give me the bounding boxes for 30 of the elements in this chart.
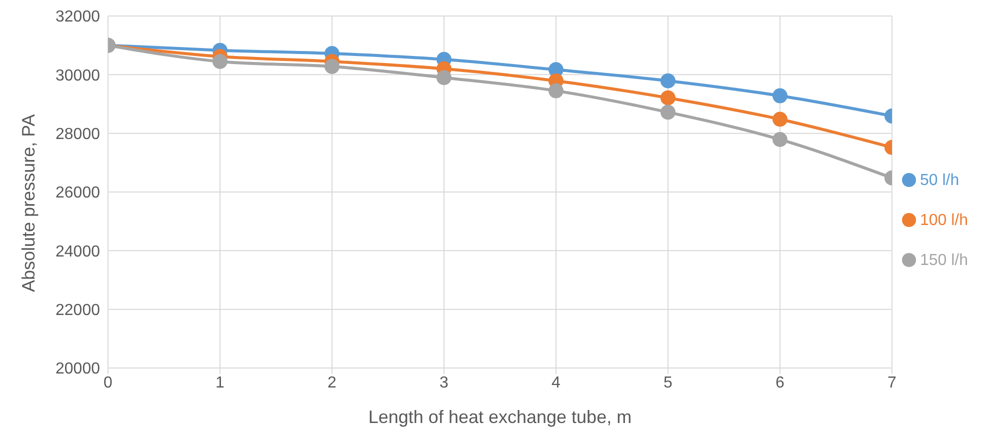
point: [436, 70, 452, 86]
point: [772, 112, 788, 127]
point: [660, 104, 676, 120]
point: [660, 90, 676, 106]
y-tick-label: 30000: [56, 67, 100, 84]
y-tick-label: 24000: [56, 243, 100, 260]
point: [324, 58, 340, 74]
legend-label: 100 l/h: [920, 212, 968, 228]
y-tick-label: 20000: [56, 360, 100, 378]
y-tick-label: 22000: [56, 302, 100, 320]
x-tick-label: 0: [104, 374, 113, 392]
legend-label: 50 l/h: [920, 172, 960, 188]
point: [772, 88, 788, 104]
x-tick-label: 3: [440, 374, 449, 392]
legend-label: 150 l/h: [920, 252, 968, 268]
point: [212, 54, 228, 69]
x-tick-label: 6: [776, 374, 785, 392]
x-tick-label: 4: [552, 374, 561, 392]
x-tick-label: 2: [328, 374, 337, 392]
x-tick-label: 1: [216, 374, 225, 392]
y-axis-title: Absolute pressure, PA: [18, 114, 38, 292]
point: [548, 83, 564, 98]
point: [660, 73, 676, 88]
y-tick-label: 28000: [56, 126, 100, 144]
point: [772, 132, 788, 147]
x-tick-label: 7: [888, 374, 896, 392]
x-tick-label: 5: [664, 374, 673, 392]
y-tick-label: 32000: [56, 8, 100, 26]
y-tick-label: 26000: [56, 184, 100, 202]
x-axis-title: Length of heat exchange tube, m: [368, 407, 632, 427]
